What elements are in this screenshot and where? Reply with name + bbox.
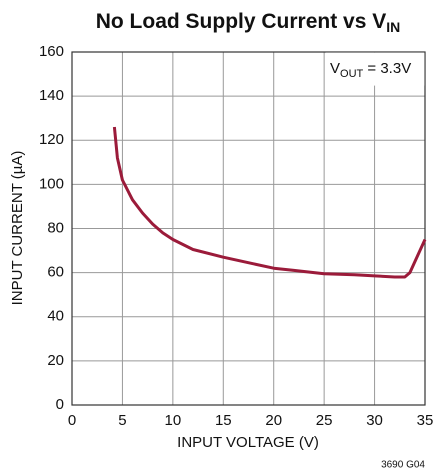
- x-tick-label: 15: [215, 412, 232, 429]
- y-tick-label: 20: [47, 352, 64, 369]
- title-text: No Load Supply Current vs V: [96, 10, 387, 33]
- x-tick-label: 30: [366, 412, 383, 429]
- annotation-subscript: OUT: [340, 68, 364, 80]
- x-axis-label: INPUT VOLTAGE (V): [177, 434, 319, 451]
- y-tick-label: 60: [47, 264, 64, 281]
- x-tick-label: 20: [265, 412, 282, 429]
- y-tick-label: 80: [47, 219, 64, 236]
- footnote: 3690 G04: [381, 460, 425, 471]
- annotation-suffix: = 3.3V: [363, 60, 411, 77]
- annotation-text: V: [330, 60, 340, 77]
- y-tick-label: 140: [39, 87, 64, 104]
- chart-title: No Load Supply Current vs VIN: [96, 10, 401, 35]
- y-tick-label: 100: [39, 175, 64, 192]
- x-tick-label: 0: [68, 412, 76, 429]
- y-axis-label: INPUT CURRENT (µA): [9, 151, 26, 306]
- title-subscript: IN: [386, 19, 400, 35]
- x-tick-label: 5: [118, 412, 126, 429]
- y-tick-label: 120: [39, 131, 64, 148]
- x-tick-label: 35: [417, 412, 434, 429]
- x-tick-label: 25: [316, 412, 333, 429]
- data-line: [112, 126, 427, 279]
- plot-frame: [71, 51, 426, 406]
- annotation-box: [326, 52, 425, 86]
- x-tick-label: 10: [165, 412, 182, 429]
- y-tick-label: 40: [47, 308, 64, 325]
- annotation: VOUT = 3.3V: [330, 60, 411, 80]
- y-tick-label: 0: [56, 396, 64, 413]
- y-tick-label: 160: [39, 43, 64, 60]
